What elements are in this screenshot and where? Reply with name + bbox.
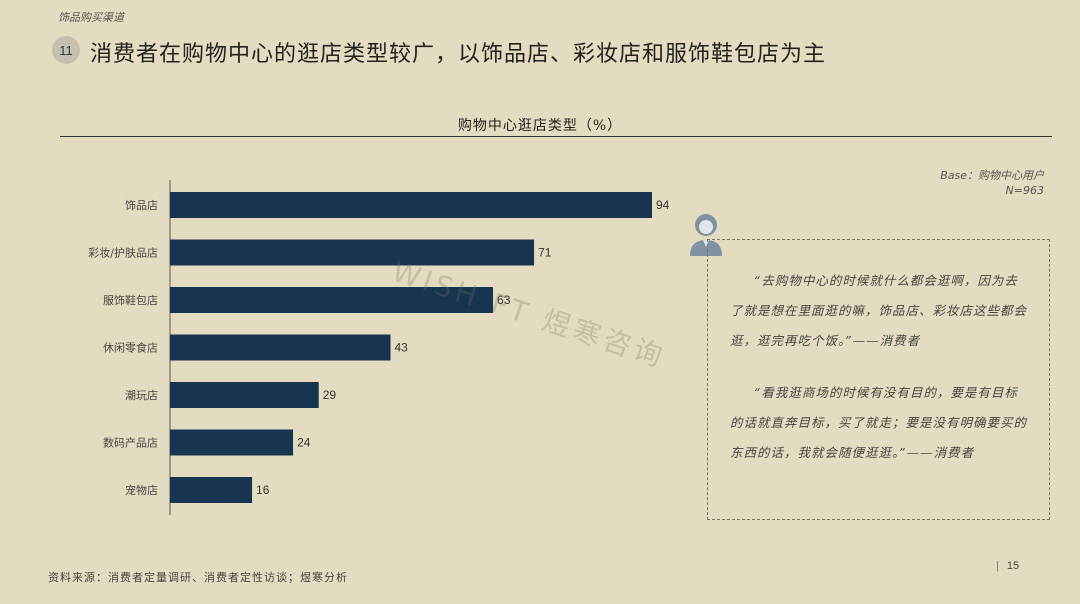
value-label-2: 63 [497,293,511,307]
category-label-4: 潮玩店 [125,388,158,402]
category-label-5: 数码产品店 [103,436,158,450]
category-label-3: 休闲零食店 [103,341,158,355]
value-label-5: 24 [297,436,311,450]
category-label-2: 服饰鞋包店 [103,293,158,307]
base-note-line2: N=963 [1005,184,1044,197]
chart-title: 购物中心逛店类型（%） [457,118,623,134]
value-label-4: 29 [323,388,337,402]
bar-3 [170,334,391,361]
bar-2 [170,287,494,313]
base-note-line1: Base：购物中心用户 [940,169,1044,182]
source-note: 资料来源：消费者定量调研、消费者定性访谈；煜寒分析 [48,571,348,584]
page-number-separator: | [996,560,999,572]
value-label-1: 71 [538,246,552,260]
page-number: | 15 [996,560,1019,572]
consumer-avatar-icon [690,214,722,256]
value-label-6: 16 [256,483,270,497]
quote-box: “去购物中心的时候就什么都会逛啊，因为去了就是想在里面逛的嘛，饰品店、彩妆店这些… [707,239,1050,520]
quote-2: “看我逛商场的时候有没有目的，要是有目标的话就直奔目标，买了就走；要是没有明确要… [730,385,1028,460]
bar-4 [170,382,319,408]
category-label-0: 饰品店 [125,198,158,212]
category-label-1: 彩妆/护肤品店 [88,246,158,260]
quote-1: “去购物中心的时候就什么都会逛啊，因为去了就是想在里面逛的嘛，饰品店、彩妆店这些… [730,273,1028,348]
bar-0 [170,192,652,218]
title-divider [60,136,1052,137]
page-badge: 11 [52,36,80,64]
page-title: 消费者在购物中心的逛店类型较广，以饰品店、彩妆店和服饰鞋包店为主 [90,42,827,67]
bar-1 [170,239,535,266]
section-label: 饰品购买渠道 [58,11,124,24]
bar-6 [170,477,253,503]
category-label-6: 宠物店 [125,483,158,497]
value-label-3: 43 [394,341,408,355]
page-number-value: 15 [1006,560,1020,572]
bar-5 [170,429,294,456]
value-label-0: 94 [656,198,670,212]
base-note: Base：购物中心用户 N=963 [940,168,1044,198]
